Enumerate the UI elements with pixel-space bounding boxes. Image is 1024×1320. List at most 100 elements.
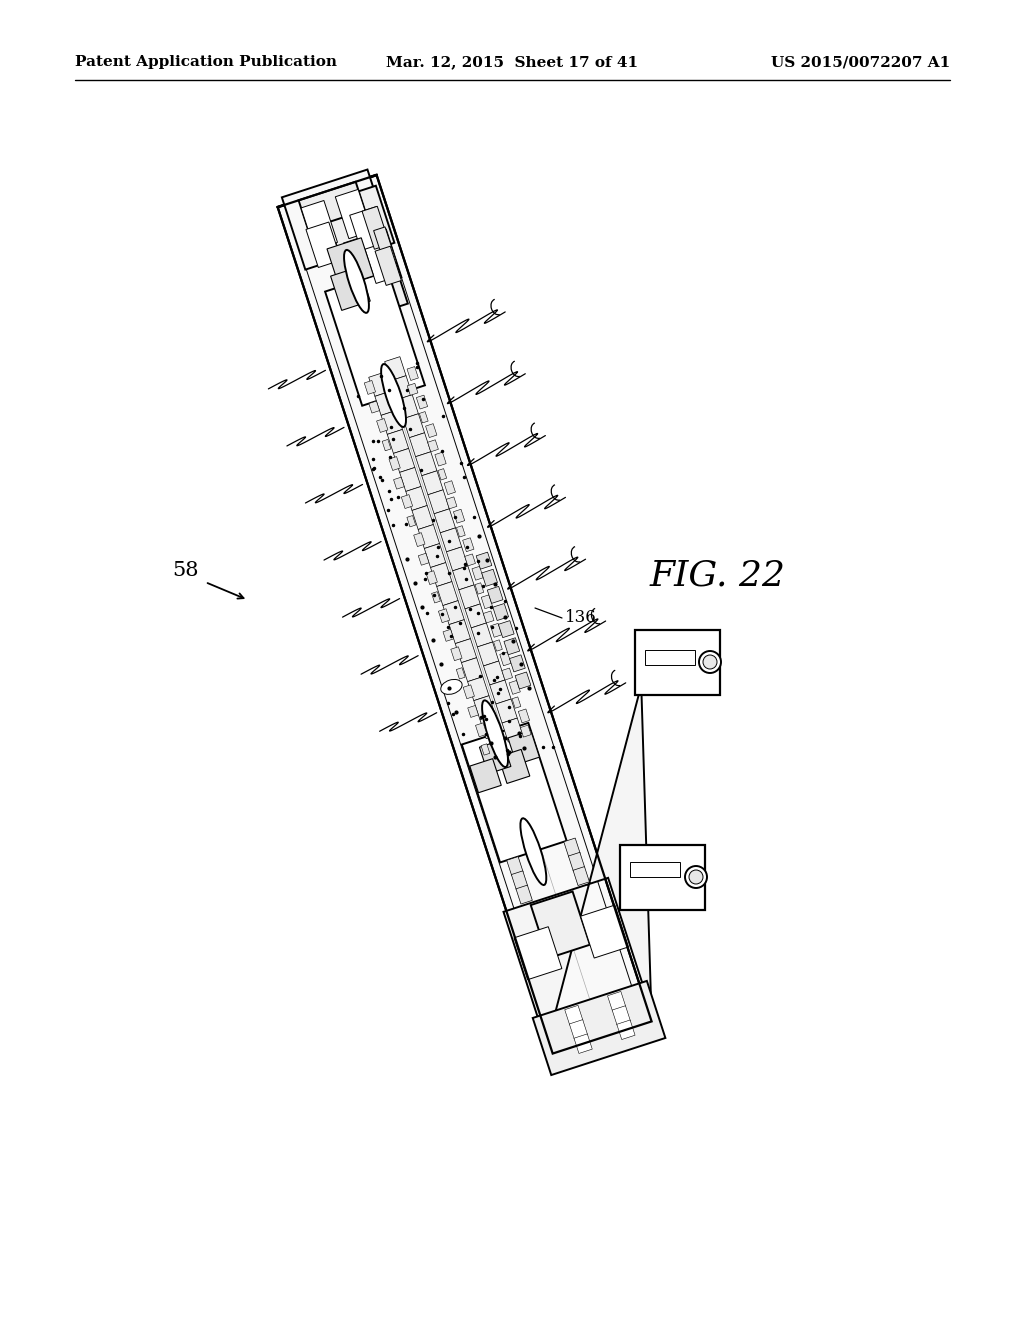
Polygon shape xyxy=(365,380,376,395)
Polygon shape xyxy=(532,981,666,1074)
Polygon shape xyxy=(494,640,503,651)
Polygon shape xyxy=(483,611,494,623)
Polygon shape xyxy=(382,440,391,451)
Polygon shape xyxy=(397,395,419,418)
Polygon shape xyxy=(426,424,437,437)
Polygon shape xyxy=(516,886,532,904)
Polygon shape xyxy=(446,546,468,570)
Polygon shape xyxy=(391,376,413,400)
Polygon shape xyxy=(450,619,470,644)
Polygon shape xyxy=(475,723,486,737)
Polygon shape xyxy=(465,554,475,566)
Polygon shape xyxy=(414,533,425,546)
Polygon shape xyxy=(278,176,651,1053)
Polygon shape xyxy=(374,227,396,265)
Ellipse shape xyxy=(699,651,721,673)
Polygon shape xyxy=(443,630,454,642)
Polygon shape xyxy=(530,891,590,958)
Polygon shape xyxy=(446,496,457,508)
Polygon shape xyxy=(481,569,498,586)
Polygon shape xyxy=(474,696,496,719)
Text: US 2015/0072207 A1: US 2015/0072207 A1 xyxy=(771,55,950,69)
Ellipse shape xyxy=(689,870,703,884)
Polygon shape xyxy=(569,1019,588,1039)
Polygon shape xyxy=(510,655,525,672)
Polygon shape xyxy=(463,537,474,552)
Polygon shape xyxy=(480,714,502,739)
Polygon shape xyxy=(412,506,433,529)
Polygon shape xyxy=(564,1006,583,1024)
Polygon shape xyxy=(408,367,419,380)
Text: Mar. 12, 2015  Sheet 17 of 41: Mar. 12, 2015 Sheet 17 of 41 xyxy=(386,55,638,69)
Polygon shape xyxy=(487,586,503,603)
Polygon shape xyxy=(436,582,458,606)
Polygon shape xyxy=(568,853,585,871)
Polygon shape xyxy=(299,182,365,228)
Polygon shape xyxy=(428,440,438,451)
Polygon shape xyxy=(457,525,465,537)
Polygon shape xyxy=(335,189,372,239)
Polygon shape xyxy=(463,685,474,698)
Ellipse shape xyxy=(685,866,707,888)
Polygon shape xyxy=(493,603,509,620)
Polygon shape xyxy=(362,206,390,249)
Polygon shape xyxy=(481,595,493,609)
Polygon shape xyxy=(369,372,390,396)
Polygon shape xyxy=(352,261,408,317)
Polygon shape xyxy=(301,201,338,249)
Polygon shape xyxy=(630,862,680,876)
Polygon shape xyxy=(616,1020,635,1040)
Polygon shape xyxy=(514,927,562,979)
Polygon shape xyxy=(385,356,407,380)
Polygon shape xyxy=(417,395,428,409)
Polygon shape xyxy=(462,657,483,681)
Ellipse shape xyxy=(440,680,462,694)
Polygon shape xyxy=(444,480,456,495)
Polygon shape xyxy=(407,516,416,527)
Polygon shape xyxy=(483,661,505,685)
Polygon shape xyxy=(475,582,483,594)
Polygon shape xyxy=(443,601,464,624)
Polygon shape xyxy=(490,623,502,638)
Polygon shape xyxy=(344,230,401,290)
Polygon shape xyxy=(457,668,465,678)
Polygon shape xyxy=(504,638,520,655)
Text: 58: 58 xyxy=(172,561,199,579)
Polygon shape xyxy=(435,453,446,466)
Polygon shape xyxy=(499,750,529,784)
Polygon shape xyxy=(430,562,452,586)
Polygon shape xyxy=(327,238,374,286)
Polygon shape xyxy=(453,566,474,590)
Polygon shape xyxy=(418,524,439,549)
Polygon shape xyxy=(422,471,443,495)
Polygon shape xyxy=(420,412,428,422)
Polygon shape xyxy=(393,449,415,473)
Polygon shape xyxy=(462,723,566,862)
Polygon shape xyxy=(511,871,527,890)
Polygon shape xyxy=(465,605,486,628)
Polygon shape xyxy=(499,620,514,638)
Polygon shape xyxy=(471,623,493,647)
Polygon shape xyxy=(468,705,478,717)
Polygon shape xyxy=(323,186,394,260)
Polygon shape xyxy=(438,609,450,623)
Polygon shape xyxy=(635,630,720,696)
Polygon shape xyxy=(470,759,502,793)
Polygon shape xyxy=(502,718,523,742)
Polygon shape xyxy=(468,677,489,701)
Polygon shape xyxy=(387,429,409,453)
Polygon shape xyxy=(365,242,399,284)
Polygon shape xyxy=(574,1034,592,1053)
Polygon shape xyxy=(512,697,521,709)
Polygon shape xyxy=(564,838,581,857)
Polygon shape xyxy=(518,709,529,723)
Text: 136: 136 xyxy=(565,610,597,627)
Polygon shape xyxy=(476,552,492,569)
Polygon shape xyxy=(428,490,450,513)
Polygon shape xyxy=(515,672,530,689)
Polygon shape xyxy=(489,680,511,704)
Polygon shape xyxy=(509,680,520,694)
Ellipse shape xyxy=(520,818,547,884)
Polygon shape xyxy=(581,906,629,958)
Polygon shape xyxy=(507,857,523,875)
